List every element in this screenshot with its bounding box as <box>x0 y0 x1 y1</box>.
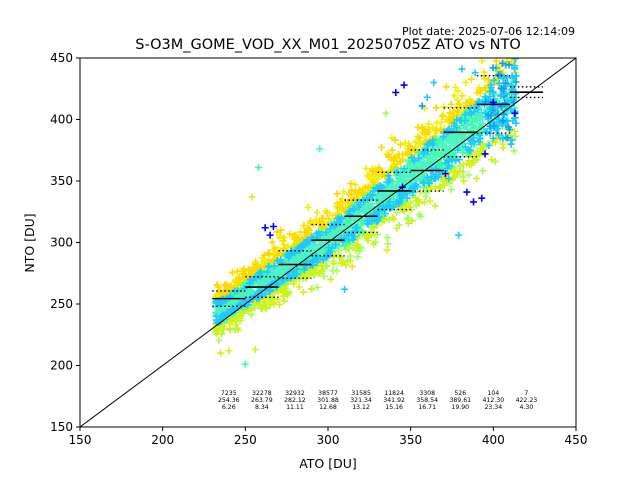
scatter-outlier-marker <box>248 193 256 201</box>
scatter-outlier-marker <box>458 65 466 73</box>
scatter-outlier-marker <box>423 93 431 101</box>
bin-count-label: 32278 <box>252 390 272 397</box>
y-axis-label: NTO [DU] <box>22 213 37 272</box>
scatter-outlier-marker <box>455 231 463 239</box>
scatter-outlier-marker <box>261 224 269 232</box>
bin-count-label: 7 <box>524 390 528 397</box>
bin-std-label: 16.71 <box>418 404 436 411</box>
bin-mean-label: 263.79 <box>251 397 273 404</box>
plot-date: Plot date: 2025-07-06 12:14:09 <box>402 25 575 38</box>
bin-count-label: 32932 <box>285 390 305 397</box>
scatter-outlier-marker <box>441 170 449 178</box>
scatter-outlier-marker <box>418 102 426 110</box>
scatter-outlier-marker <box>382 109 390 117</box>
bin-mean-label: 358.54 <box>416 397 438 404</box>
bin-std-label: 13.12 <box>352 404 370 411</box>
scatter-outlier-marker <box>341 285 349 293</box>
bin-count-label: 11824 <box>384 390 404 397</box>
scatter-outlier-marker <box>478 194 486 202</box>
bin-mean-label: 412.30 <box>483 397 505 404</box>
bin-mean-label: 341.92 <box>383 397 405 404</box>
bin-statistics <box>212 74 543 308</box>
y-tick-label: 250 <box>50 297 73 311</box>
scatter-outlier-marker <box>511 109 519 117</box>
x-tick-label: 350 <box>399 433 422 447</box>
bin-mean-label: 301.88 <box>317 397 339 404</box>
x-tick-label: 250 <box>234 433 257 447</box>
x-tick-label: 450 <box>565 433 588 447</box>
bin-count-label: 526 <box>454 390 466 397</box>
x-tick-label: 150 <box>69 433 92 447</box>
bin-mean-label: 282.12 <box>284 397 306 404</box>
bin-std-label: 19.90 <box>451 404 469 411</box>
scatter-outlier-marker <box>251 346 259 354</box>
scatter-outlier-marker <box>481 150 489 158</box>
bin-mean-label: 422.23 <box>516 397 538 404</box>
bin-mean-label: 254.36 <box>218 397 240 404</box>
bin-std-label: 11.11 <box>286 404 304 411</box>
identity-line-segment <box>80 58 576 427</box>
scatter-outlier-marker <box>469 198 477 206</box>
bin-std-label: 15.16 <box>385 404 403 411</box>
scatter-outlier-marker <box>430 79 438 87</box>
chart-title: S-O3M_GOME_VOD_XX_M01_20250705Z ATO vs N… <box>135 37 521 53</box>
scatter-outlier-marker <box>316 145 324 153</box>
x-tick-label: 200 <box>151 433 174 447</box>
scatter-outlier-marker <box>400 81 408 89</box>
y-tick-label: 450 <box>50 51 73 65</box>
scatter-outlier-marker <box>471 69 479 77</box>
y-tick-label: 150 <box>50 420 73 434</box>
y-tick-label: 200 <box>50 359 73 373</box>
bin-count-label: 7235 <box>221 390 237 397</box>
scatter-outlier-marker <box>463 188 471 196</box>
bin-std-label: 6.26 <box>222 404 236 411</box>
scatter-outlier-marker <box>498 91 506 99</box>
bin-mean-label: 389.61 <box>449 397 471 404</box>
identity-line <box>80 58 576 427</box>
x-axis: 150 200 250 300 350 400 450 <box>69 427 588 447</box>
scatter-outlier-marker <box>241 360 249 368</box>
y-axis: 150 200 250 300 350 400 450 <box>50 51 80 434</box>
y-tick-label: 400 <box>50 113 73 127</box>
x-tick-label: 300 <box>317 433 340 447</box>
scatter-outlier-marker <box>255 163 263 171</box>
scatter-outlier-marker <box>266 231 274 239</box>
bin-count-label: 38577 <box>318 390 338 397</box>
bin-count-label: 31585 <box>351 390 371 397</box>
scatter-outlier-marker <box>445 175 453 183</box>
bin-mean-label: 321.34 <box>350 397 372 404</box>
scatter-outlier-marker <box>217 349 225 357</box>
x-axis-label: ATO [DU] <box>299 456 357 471</box>
bin-std-label: 23.34 <box>484 404 502 411</box>
scatter-outlier-marker <box>392 88 400 96</box>
bin-std-label: 8.34 <box>255 404 269 411</box>
scatter-marker-group <box>482 60 520 142</box>
scatter-outlier-marker <box>307 285 315 293</box>
bin-count-label: 104 <box>487 390 499 397</box>
bin-std-label: 4.30 <box>520 404 534 411</box>
bin-count-label: 3308 <box>419 390 435 397</box>
y-tick-label: 350 <box>50 174 73 188</box>
x-tick-label: 400 <box>482 433 505 447</box>
bin-std-label: 12.68 <box>319 404 337 411</box>
y-tick-label: 300 <box>50 236 73 250</box>
scatter-outlier-marker <box>225 347 233 355</box>
scatter-outlier-marker <box>269 223 277 231</box>
